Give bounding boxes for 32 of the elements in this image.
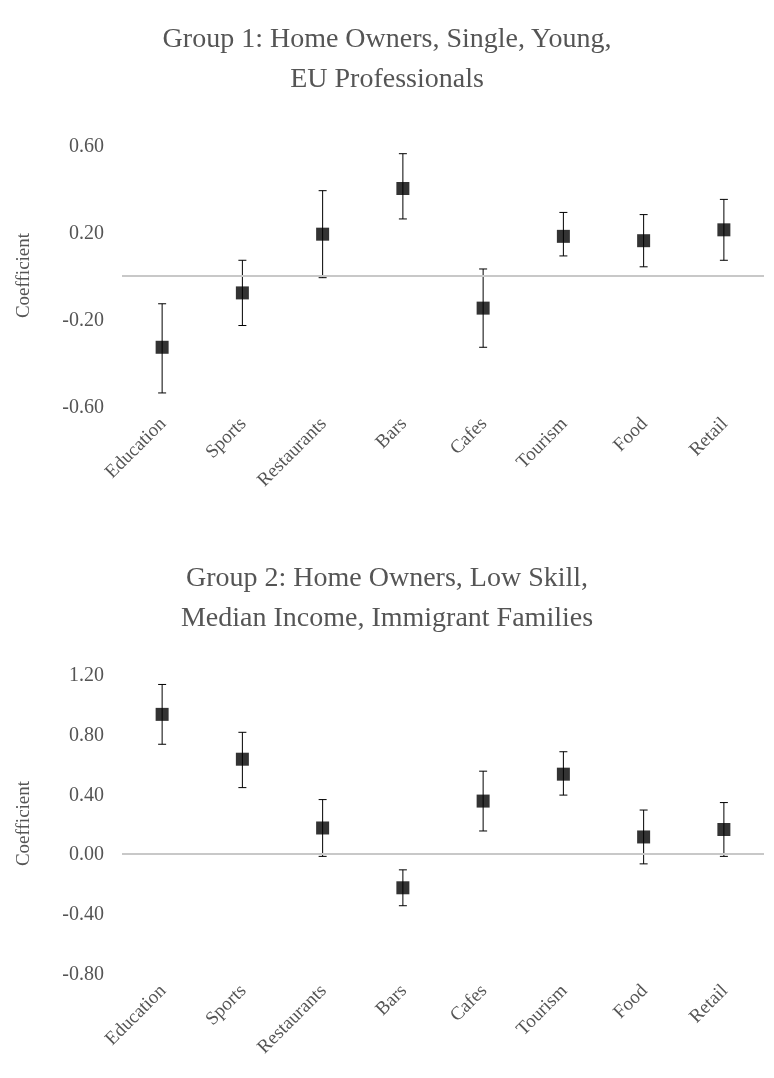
point — [637, 830, 651, 844]
y-tick-label: 0.20 — [69, 221, 104, 243]
y-tick-label: 0.40 — [69, 782, 104, 805]
point — [235, 286, 249, 300]
y-axis-title: Coefficient — [12, 780, 33, 867]
point — [556, 767, 570, 781]
point — [316, 821, 330, 835]
y-axis-title: Coefficient — [12, 232, 33, 319]
chart-title: Group 2: Home Owners, Low Skill, Median Income, Immigrant Families — [180, 560, 594, 632]
point — [556, 229, 570, 243]
y-tick-label: 0.00 — [69, 842, 104, 865]
y-tick-label: -0.20 — [62, 308, 104, 330]
x-tick-label: Bars — [370, 412, 411, 453]
point — [717, 223, 731, 237]
point — [396, 881, 410, 895]
point — [235, 752, 249, 766]
point — [476, 794, 490, 808]
x-tick-label: Bars — [370, 979, 411, 1020]
y-tick-label: 0.80 — [69, 722, 104, 745]
y-tick-label: 1.20 — [69, 663, 104, 685]
y-tick-label: 0.60 — [69, 134, 104, 156]
point — [316, 227, 330, 241]
point — [396, 182, 410, 195]
point — [637, 234, 651, 248]
y-tick-label: -0.60 — [62, 395, 104, 417]
chart-title: Group 1: Home Owners, Single, Young, EU Professionals — [162, 21, 612, 93]
point — [476, 301, 490, 315]
point — [155, 707, 169, 721]
point — [155, 340, 169, 354]
y-tick-label: -0.40 — [62, 902, 104, 925]
point — [717, 822, 731, 836]
y-tick-label: -0.80 — [62, 962, 104, 984]
